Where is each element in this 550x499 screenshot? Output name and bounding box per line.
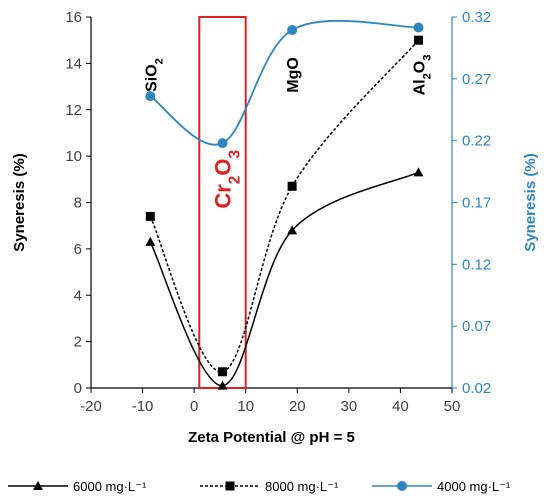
series-1 xyxy=(145,167,424,390)
legend-label: 6000 mg·L⁻¹ xyxy=(73,479,147,494)
annotation-sio2: SiO2 xyxy=(143,58,165,92)
annotation-part: 3 xyxy=(226,150,243,159)
annotation-mgo: MgO xyxy=(285,57,302,93)
x-tick-label: 20 xyxy=(289,398,306,415)
x-axis-title: Zeta Potential @ pH = 5 xyxy=(188,429,355,446)
y-tick-label: 8 xyxy=(74,195,82,212)
annotation-cr2o3: Cr2O3 xyxy=(211,150,244,209)
data-point xyxy=(413,35,423,45)
data-point xyxy=(145,211,155,221)
data-point xyxy=(217,380,228,390)
series-2 xyxy=(145,35,423,377)
legend-label: 4000 mg·L⁻¹ xyxy=(437,479,511,494)
data-point xyxy=(287,181,297,191)
annotation-part: 2 xyxy=(421,73,433,79)
x-tick-label: -20 xyxy=(80,398,102,415)
legend-marker xyxy=(33,481,43,490)
legend-item-1: 6000 mg·L⁻¹ xyxy=(8,479,147,494)
legend: 6000 mg·L⁻¹ 8000 mg·L⁻¹ 4000 mg·L⁻¹ xyxy=(8,479,511,494)
data-point xyxy=(413,167,424,177)
annotation-part: O xyxy=(411,61,428,73)
y-tick-label: 16 xyxy=(65,9,82,26)
data-point xyxy=(287,225,298,235)
legend-item-2: 8000 mg·L⁻¹ xyxy=(200,479,339,494)
y2-tick-label: 0.32 xyxy=(462,9,491,26)
annotation-part: Cr xyxy=(211,184,236,209)
series-line xyxy=(149,19,419,146)
annotation-part: SiO xyxy=(143,64,160,92)
x-tick-label: 30 xyxy=(341,398,358,415)
data-point xyxy=(145,91,156,102)
annotation-part: MgO xyxy=(285,57,302,93)
x-tick-label: 50 xyxy=(444,398,461,415)
y-tick-label: 4 xyxy=(74,287,82,304)
annotation-part: Al xyxy=(411,79,428,95)
legend-item-3: 4000 mg·L⁻¹ xyxy=(372,479,511,494)
y-tick-label: 12 xyxy=(65,102,82,119)
annotation-part: O xyxy=(211,159,236,176)
y-tick-label: 2 xyxy=(74,334,82,351)
y2-tick-label: 0.27 xyxy=(462,71,491,88)
data-point xyxy=(287,24,298,35)
data-point xyxy=(413,22,424,33)
data-point xyxy=(217,138,228,149)
y-tick-label: 10 xyxy=(65,148,82,165)
legend-marker xyxy=(397,481,407,491)
y-tick-label: 14 xyxy=(65,55,82,72)
data-point xyxy=(145,236,156,246)
annotation-part: 3 xyxy=(421,55,433,61)
series-line xyxy=(149,39,420,373)
x-tick-label: 0 xyxy=(190,398,198,415)
series-layer xyxy=(145,19,424,390)
x-tick-label: -10 xyxy=(132,398,154,415)
y-tick-label: 0 xyxy=(74,380,82,397)
axes: -20 -10 0 10 20 30 40 50 0 2 4 6 8 10 12 14 16 0.02 0.07 0.… xyxy=(11,9,539,446)
x-tick-label: 40 xyxy=(392,398,409,415)
y2-tick-label: 0.02 xyxy=(462,380,491,397)
data-point xyxy=(218,367,228,377)
y2-tick-label: 0.07 xyxy=(462,318,491,335)
y2-tick-label: 0.12 xyxy=(462,256,491,273)
legend-label: 8000 mg·L⁻¹ xyxy=(265,479,339,494)
y-tick-label: 6 xyxy=(74,241,82,258)
series-line xyxy=(149,171,419,387)
x-tick-label: 10 xyxy=(237,398,254,415)
y2-axis-title: Syneresis (%) xyxy=(522,153,539,251)
annotation-part: 2 xyxy=(226,176,243,185)
annotation-part: 2 xyxy=(153,58,165,64)
y-axis-title: Syneresis (%) xyxy=(11,153,28,251)
y2-tick-label: 0.17 xyxy=(462,195,491,212)
series-3 xyxy=(145,19,424,149)
y2-tick-label: 0.22 xyxy=(462,133,491,150)
annotation-al2o3: Al2O3 xyxy=(411,55,433,96)
legend-marker xyxy=(225,481,235,491)
